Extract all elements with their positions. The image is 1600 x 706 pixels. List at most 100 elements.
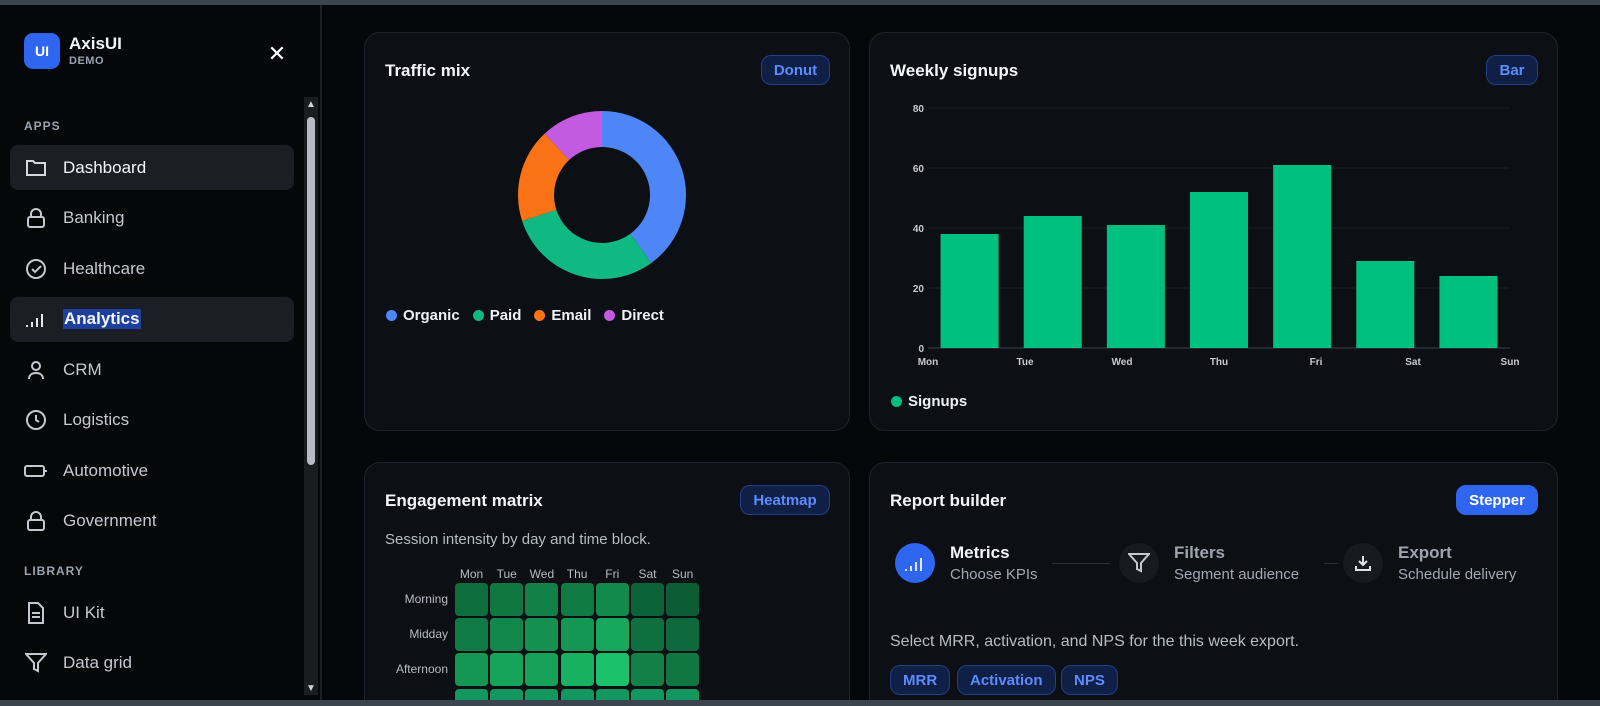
card-title: Engagement matrix (385, 491, 543, 510)
sidebar-item-government[interactable]: Government (10, 499, 294, 544)
brand-name: AxisUI (69, 34, 122, 53)
step-connector (1052, 563, 1110, 564)
lock-icon (24, 206, 48, 230)
brand[interactable]: UI AxisUI DEMO (24, 33, 122, 69)
sidebar-item-banking[interactable]: Banking (10, 196, 294, 241)
legend-dot (604, 310, 616, 321)
engagement-subtitle: Session intensity by day and time block. (385, 531, 651, 548)
y-tick-label: 0 (918, 344, 924, 355)
step-export[interactable]: Export Schedule delivery (1343, 543, 1516, 583)
tag-mrr[interactable]: MRR (890, 665, 951, 695)
tag-nps[interactable]: NPS (1061, 665, 1118, 695)
sidebar-item-analytics[interactable]: Analytics (10, 296, 294, 342)
x-tick-label: Mon (918, 357, 939, 368)
step-subtitle: Choose KPIs (950, 566, 1038, 583)
legend-label: Email (551, 307, 592, 324)
sidebar: UI AxisUI DEMO ✕ APPS Dashboard Banking He… (0, 5, 322, 700)
engagement-matrix-card: Engagement matrix Heatmap Session intens… (364, 462, 850, 706)
donut-slice-direct[interactable] (544, 111, 602, 161)
heatmap-cell[interactable] (490, 618, 524, 652)
step-title: Export (1398, 543, 1452, 562)
legend-label: Paid (489, 307, 522, 324)
step-title: Metrics (950, 543, 1010, 562)
bar-thu[interactable] (1190, 192, 1248, 348)
heatmap-cell[interactable] (595, 583, 629, 616)
step-subtitle: Schedule delivery (1398, 566, 1517, 583)
heatmap-cell[interactable] (525, 653, 559, 687)
scroll-thumb[interactable] (307, 117, 315, 465)
heatmap-column-label: Sun (672, 567, 694, 581)
x-tick-label: Fri (1310, 357, 1323, 368)
bar-badge[interactable]: Bar (1486, 55, 1538, 85)
legend-dot (534, 310, 546, 321)
sidebar-item-automotive[interactable]: Automotive (10, 448, 294, 493)
heatmap-cell[interactable] (560, 583, 594, 616)
heatmap-column-label: Wed (529, 567, 555, 581)
heatmap-cell[interactable] (525, 583, 559, 616)
bar-sat[interactable] (1356, 261, 1415, 348)
heatmap-badge[interactable]: Heatmap (740, 485, 830, 515)
heatmap-cell[interactable] (455, 618, 488, 652)
step-filters[interactable]: Filters Segment audience (1119, 543, 1299, 583)
traffic-mix-card: Traffic mix Donut Organic Paid Email Direct (364, 32, 850, 431)
donut-slice-organic[interactable] (602, 111, 686, 263)
donut-badge[interactable]: Donut (761, 55, 830, 85)
donut-slice-email[interactable] (518, 133, 570, 221)
sidebar-item-healthcare[interactable]: Healthcare (10, 246, 294, 291)
legend-label: Direct (621, 307, 664, 324)
heatmap-cell[interactable] (560, 653, 594, 687)
bar-tue[interactable] (1023, 216, 1082, 348)
sidebar-item-logistics[interactable]: Logistics (10, 398, 294, 443)
bar-sun[interactable] (1439, 276, 1498, 348)
sidebar-item-label: CRM (63, 359, 102, 379)
heatmap-cell[interactable] (455, 653, 488, 687)
heatmap-cell[interactable] (631, 653, 664, 687)
heatmap-cell[interactable] (595, 618, 629, 652)
weekly-signups-card: Weekly signups Bar 0 20 40 60 80 Mon Tue Wed Thu… (869, 32, 1558, 431)
bar-mon[interactable] (940, 234, 999, 348)
close-icon[interactable]: ✕ (267, 41, 287, 66)
heatmap-cell[interactable] (666, 618, 700, 652)
sidebar-scrollbar[interactable]: ▲ ▼ (304, 97, 318, 695)
legend-dot (386, 310, 397, 321)
heatmap-cell[interactable] (490, 583, 524, 616)
sidebar-item-dashboard[interactable]: Dashboard (10, 145, 294, 190)
scroll-up-icon[interactable]: ▲ (306, 98, 316, 110)
sidebar-item-ui-kit[interactable]: UI Kit (10, 590, 294, 635)
heatmap-cell[interactable] (631, 583, 664, 616)
step-title: Filters (1174, 543, 1226, 562)
heatmap-cell[interactable] (455, 583, 488, 616)
sidebar-item-crm[interactable]: CRM (10, 347, 294, 392)
sidebar-item-label: Banking (63, 208, 125, 227)
bar-fri[interactable] (1273, 165, 1332, 348)
heatmap-cell[interactable] (666, 653, 700, 687)
section-label-apps: APPS (24, 119, 61, 133)
heatmap-column-label: Fri (605, 567, 620, 581)
legend-item: Paid (472, 307, 522, 324)
step-metrics[interactable]: Metrics Choose KPIs (895, 543, 1038, 583)
donut-slice-paid[interactable] (522, 209, 652, 279)
x-tick-label: Wed (1112, 357, 1133, 368)
heatmap-cell[interactable] (490, 653, 524, 687)
signal-bars-icon (24, 307, 48, 331)
heatmap-cell[interactable] (595, 653, 629, 687)
card-title: Report builder (890, 491, 1007, 510)
sidebar-item-label: Automotive (63, 460, 149, 480)
clock-icon (24, 408, 48, 432)
sidebar-item-data-grid[interactable]: Data grid (10, 641, 294, 686)
heatmap-cell[interactable] (666, 583, 700, 616)
scroll-down-icon[interactable]: ▼ (306, 682, 316, 694)
folder-icon (24, 156, 48, 180)
bar-wed[interactable] (1106, 225, 1165, 348)
user-icon (24, 358, 48, 382)
heatmap-cell[interactable] (525, 618, 559, 652)
signal-bars-icon (895, 543, 935, 583)
tag-activation[interactable]: Activation (957, 665, 1056, 695)
y-tick-label: 40 (913, 224, 925, 235)
sidebar-item-label: Government (63, 511, 157, 530)
heatmap-cell[interactable] (560, 618, 594, 652)
stepper-badge[interactable]: Stepper (1456, 485, 1538, 515)
legend-item: Email (534, 307, 591, 324)
heatmap-cell[interactable] (631, 618, 664, 652)
download-icon (1343, 543, 1383, 583)
